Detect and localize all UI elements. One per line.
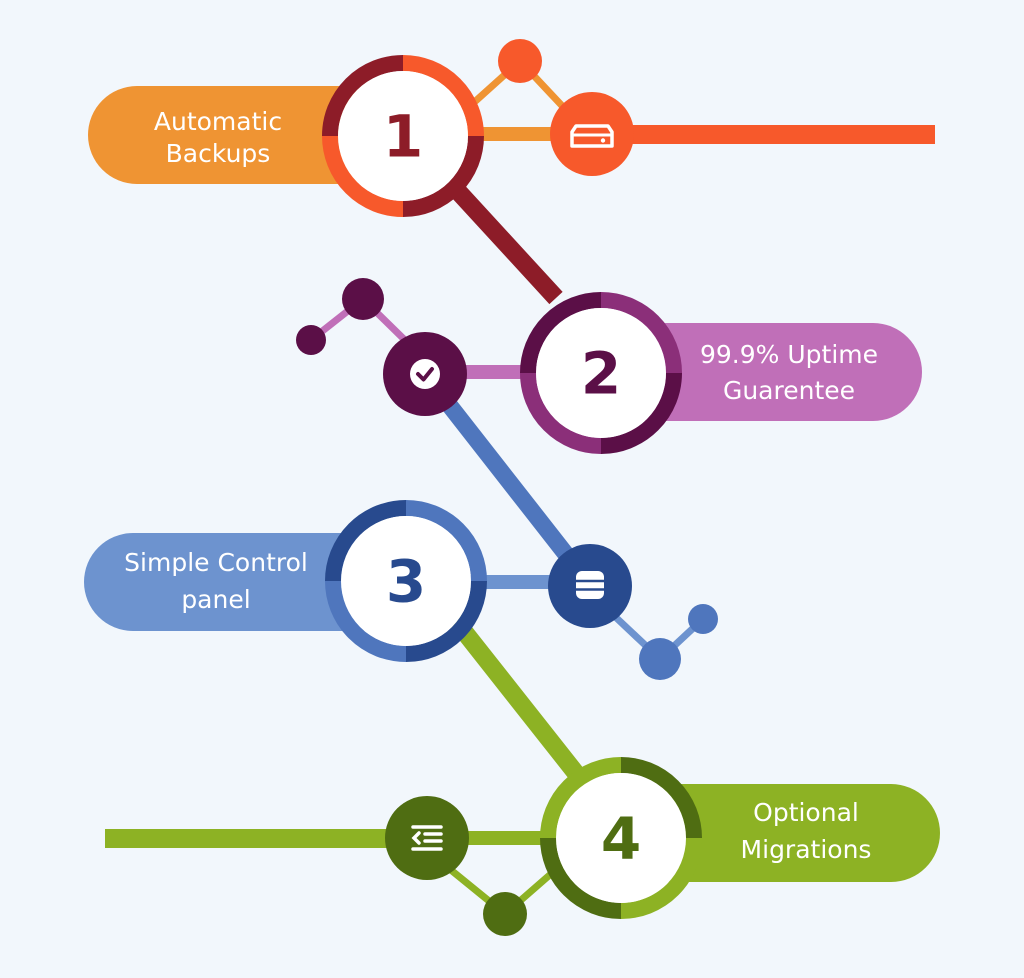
step-4-label-line2: Migrations (741, 835, 872, 864)
step-1-branch-node (498, 39, 542, 83)
step-2-label-line2: Guarentee (723, 376, 855, 405)
step-1-number: 1 (383, 102, 423, 170)
step-2-number-ring (520, 292, 682, 454)
step-2-to-step-3-connector (418, 368, 597, 591)
step-3-branch-node (688, 604, 718, 634)
database-icon (576, 571, 604, 599)
step-4-number-ring (540, 757, 702, 919)
step-4-left-bar (105, 829, 425, 848)
step-3-to-step-4-connector (447, 614, 594, 792)
step-4-number: 4 (601, 804, 641, 872)
server-icon (570, 124, 614, 148)
step-2: 99.9% Uptime Guarentee 2 (296, 278, 922, 591)
step-3-number: 3 (386, 547, 426, 615)
step-2-number: 2 (581, 339, 621, 407)
step-2-branch-node (342, 278, 384, 320)
step-3-icon-badge (548, 544, 632, 628)
step-3-number-ring (325, 500, 487, 662)
step-1-right-bar (590, 125, 935, 144)
indent-list-icon (411, 825, 443, 851)
step-1-label-line1: Automatic (154, 107, 282, 136)
step-4-icon-badge (385, 796, 469, 880)
step-3-branch-node (639, 638, 681, 680)
step-3: Simple Control panel 3 (84, 500, 718, 792)
step-2-label-line1: 99.9% Uptime (700, 340, 878, 369)
step-1-to-step-2-connector (448, 181, 563, 305)
step-3-label-line1: Simple Control (124, 548, 308, 577)
step-4-branch-node (483, 892, 527, 936)
step-3-label-line2: panel (181, 585, 250, 614)
step-1-label-line2: Backups (166, 139, 271, 168)
step-4-label-line1: Optional (753, 798, 859, 827)
step-2-icon-badge (383, 332, 467, 416)
step-4: Optional Migrations 4 (105, 757, 940, 936)
step-2-branch-node (296, 325, 326, 355)
step-1: Automatic Backups 1 (88, 39, 935, 305)
step-1-icon-badge (550, 92, 634, 176)
step-1-number-ring (322, 55, 484, 217)
check-icon (410, 359, 440, 389)
